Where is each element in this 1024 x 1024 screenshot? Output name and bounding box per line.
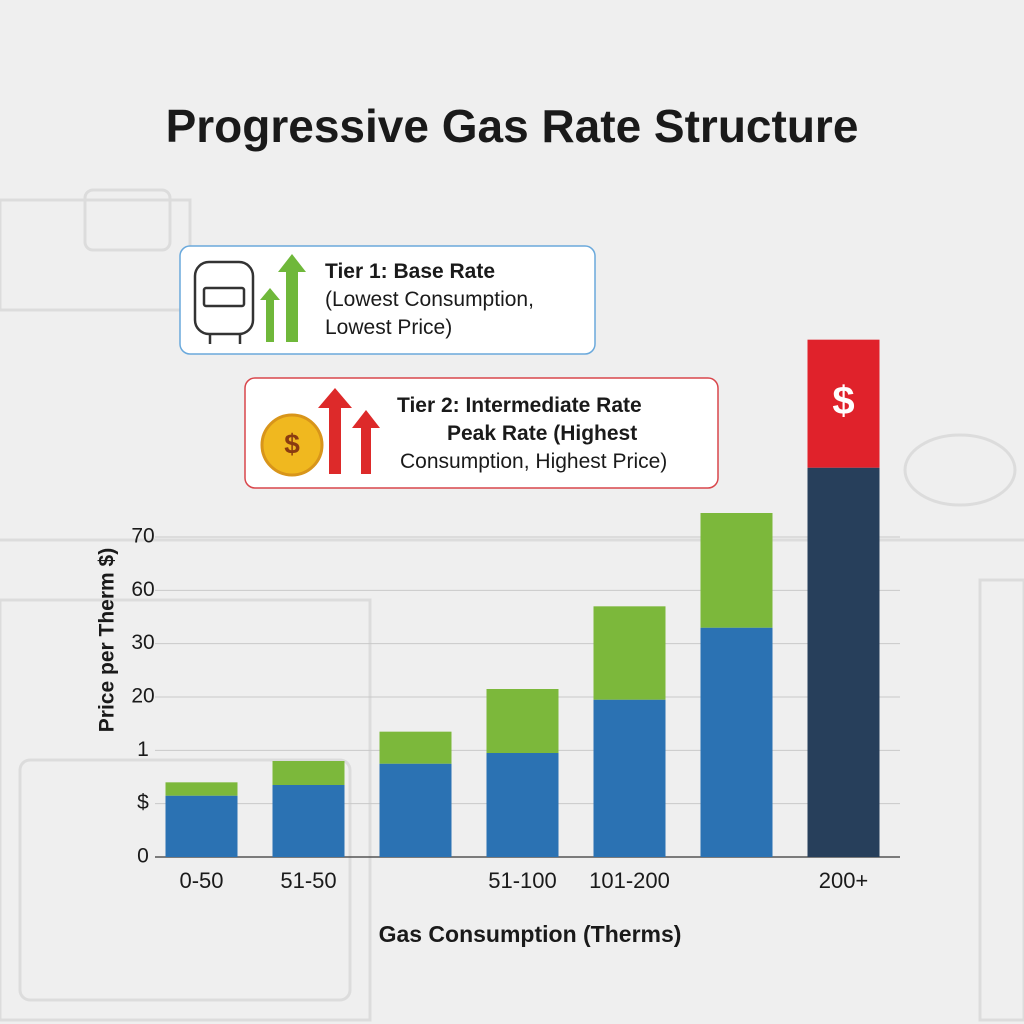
bar-segment: [165, 782, 238, 796]
x-axis-label: Gas Consumption (Therms): [379, 921, 682, 947]
y-tick-label: 70: [131, 525, 154, 548]
y-tick-label: 0: [137, 845, 149, 868]
red-arrows-icon: [318, 388, 380, 474]
green-arrows-icon: [260, 254, 306, 342]
x-tick-label: 101-200: [589, 868, 670, 893]
y-axis-label: Price per Therm $): [96, 548, 119, 732]
y-tick-label: 30: [131, 631, 154, 654]
bar-segment: [593, 606, 666, 700]
chart-title: Progressive Gas Rate Structure: [166, 100, 859, 152]
bar-segment: [272, 761, 345, 785]
annotation: Tier 2: Intermediate Rate Peak Rate (High…: [397, 394, 667, 473]
data-label: $: [832, 379, 854, 423]
annotation-line: Lowest Price): [325, 316, 452, 339]
annotation-line: Peak Rate (Highest: [447, 422, 637, 445]
bar-segment: [593, 699, 666, 857]
annotation-line: Consumption, Highest Price): [400, 450, 667, 473]
bar-segment: [807, 467, 880, 857]
x-tick-label: 0-50: [179, 868, 223, 893]
bar-segment: [165, 795, 238, 857]
y-tick-label: 20: [131, 685, 154, 708]
bar-segment: [486, 753, 559, 857]
bar-segment: [486, 689, 559, 753]
bar-segment: [272, 785, 345, 857]
annotation-line: Tier 1: Base Rate: [325, 260, 495, 283]
bar-segment: [700, 513, 773, 628]
y-tick-label: 1: [137, 738, 149, 761]
bar-segment: [807, 339, 880, 468]
svg-text:$: $: [284, 428, 300, 459]
x-tick-label: 51-50: [280, 868, 336, 893]
meter-icon: [193, 260, 255, 344]
x-tick-label: 51-100: [488, 868, 557, 893]
y-tick-label: $: [137, 791, 149, 814]
annotation-line: (Lowest Consumption,: [325, 288, 534, 311]
x-tick-label: 200+: [819, 868, 869, 893]
annotation: Tier 1: Base Rate (Lowest Consumption, Low…: [325, 260, 534, 339]
bar-segment: [700, 627, 773, 857]
bar-segment: [379, 731, 452, 764]
callout-box: [179, 245, 596, 355]
y-tick-label: 60: [131, 578, 154, 601]
coin-icon: $: [260, 413, 324, 477]
bar-segment: [379, 763, 452, 857]
annotation-line: Tier 2: Intermediate Rate: [397, 394, 642, 417]
